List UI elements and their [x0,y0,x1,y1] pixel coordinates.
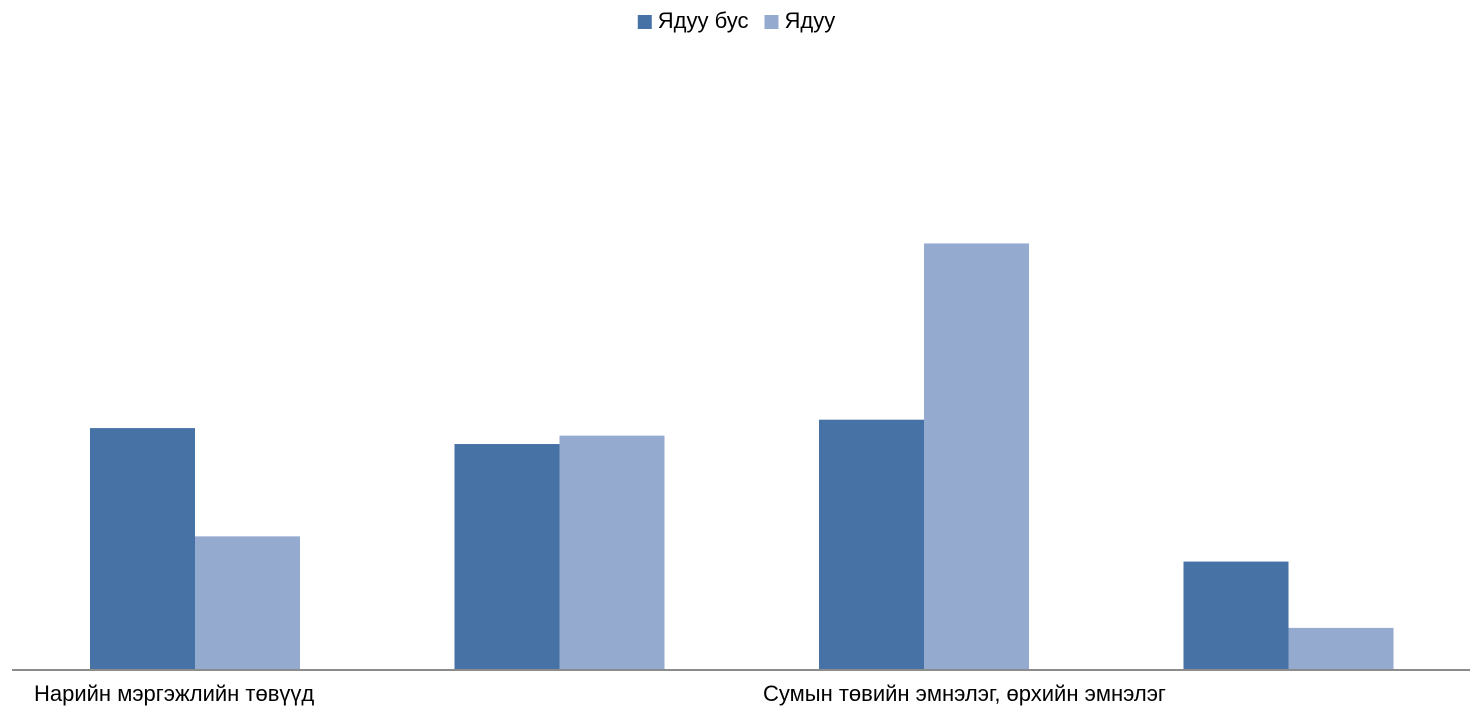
chart-legend: Ядуу бус Ядуу [637,8,835,33]
category-label: Нарийн мэргэжлийн төвүүд [34,681,314,706]
bar-series-1-cat-4 [1183,561,1289,669]
legend-item: Ядуу бус [637,8,749,33]
bar-group [90,243,1394,669]
legend-item: Ядуу [764,8,835,33]
bar-series-1-cat-1 [90,428,195,669]
bar-series-2-cat-1 [195,536,300,669]
legend-swatch [764,15,779,29]
bar-series-2-cat-3 [924,243,1029,669]
category-labels: Нарийн мэргэжлийн төвүүд Сумын төвийн эмн… [34,681,1166,706]
bar-series-1-cat-2 [454,444,560,669]
bar-series-2-cat-2 [559,435,665,669]
category-label: Сумын төвийн эмнэлэг, өрхийн эмнэлэг [763,681,1166,706]
legend-swatch [637,15,652,29]
bar-series-2-cat-4 [1288,627,1394,669]
legend-label: Ядуу бус [658,8,749,33]
bar-series-1-cat-3 [819,419,924,669]
legend-label: Ядуу [784,8,835,33]
